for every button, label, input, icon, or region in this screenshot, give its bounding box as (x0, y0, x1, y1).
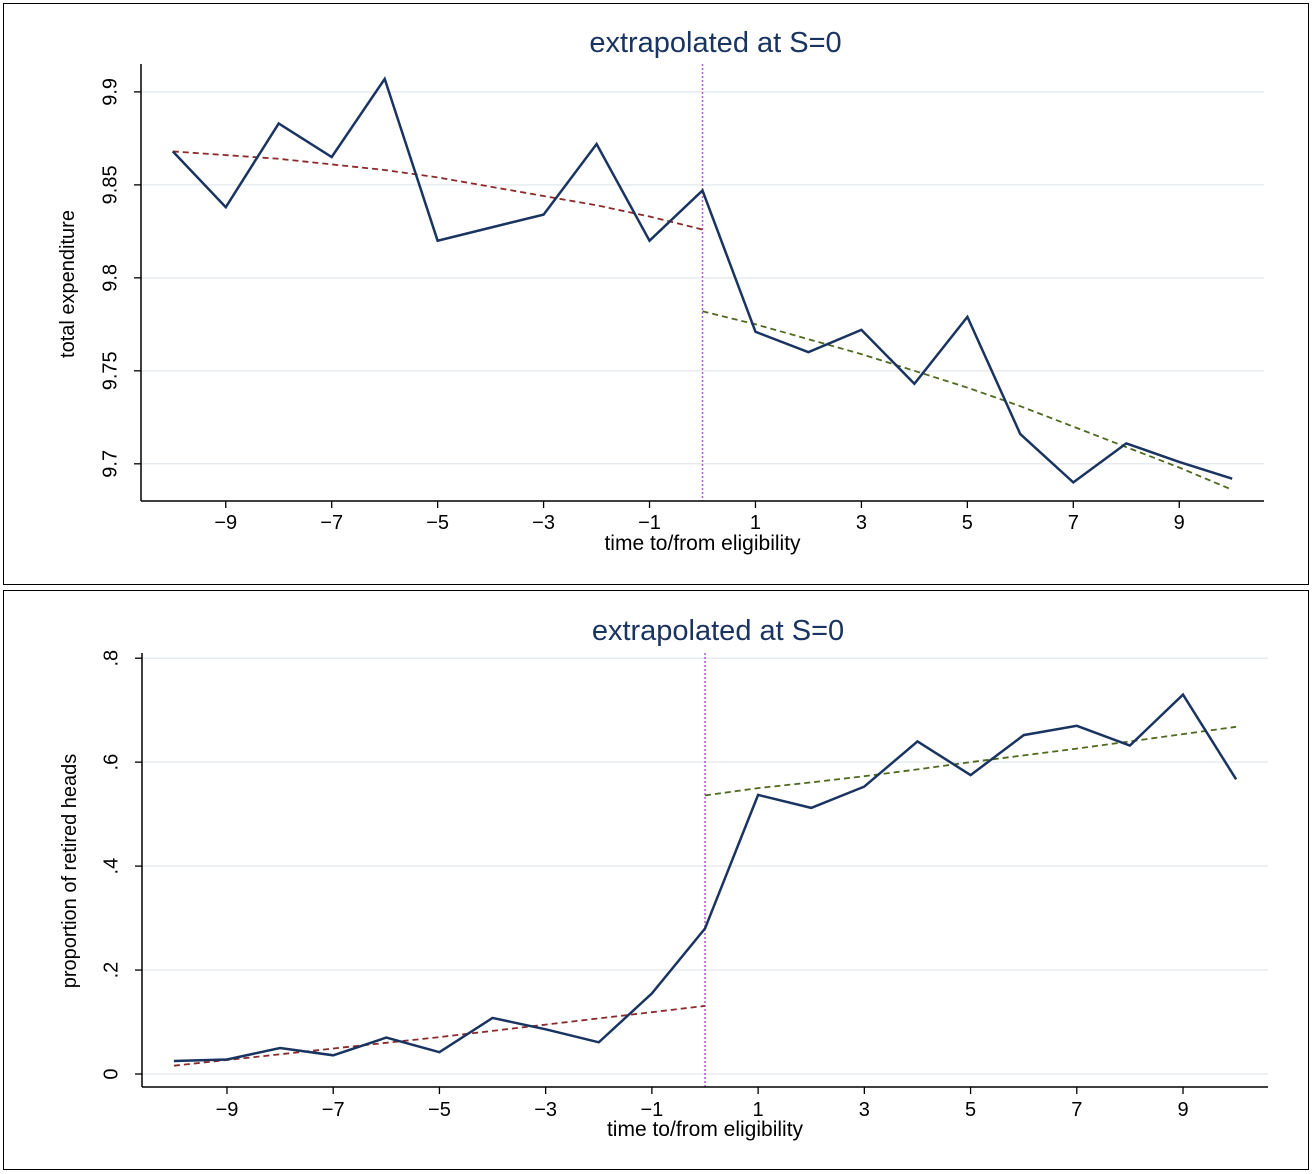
x-tick-label: −1 (638, 512, 661, 534)
series-lines (173, 692, 1238, 1067)
y-tick-label: .6 (100, 754, 122, 771)
chart-panel-top: −9 −7 −5 −3 −1 1 3 5 7 9 9.7 9.75 9.8 9.85 9.9 extrap… (3, 3, 1309, 585)
x-axis-label: time to/from eligibility (607, 1118, 804, 1141)
x-tick-label: 9 (1177, 1099, 1188, 1121)
x-tick-label: −9 (214, 512, 237, 534)
x-ticks: −9 −7 −5 −3 −1 1 3 5 7 9 (214, 501, 1185, 534)
y-axis-label: total expenditure (57, 210, 79, 358)
x-tick-label: 7 (1068, 512, 1079, 534)
x-ticks: −9 −7 −5 −3 −1 1 3 5 7 9 (216, 1087, 1189, 1121)
chart-panel-bottom: −9 −7 −5 −3 −1 1 3 5 7 9 0 .2 .4 .6 .8 extrapolated a… (3, 590, 1309, 1170)
series-line-fit-before (172, 150, 703, 231)
y-tick-label: .4 (100, 858, 122, 875)
chart-svg-top: −9 −7 −5 −3 −1 1 3 5 7 9 9.7 9.75 9.8 9.85 9.9 extrap… (57, 27, 1264, 555)
x-tick-label: 5 (962, 512, 973, 534)
x-axis-label: time to/from eligibility (604, 532, 801, 555)
series-lines (171, 76, 1233, 491)
x-tick-label: 3 (856, 512, 867, 534)
y-tick-label: .8 (100, 650, 122, 667)
y-tick-label: .2 (100, 962, 122, 979)
x-tick-label: −5 (426, 512, 449, 534)
y-axis-label: proportion of retired heads (59, 754, 81, 989)
y-tick-label: 9.75 (99, 351, 121, 390)
chart-title: extrapolated at S=0 (589, 27, 841, 59)
y-tick-label: 9.8 (99, 264, 121, 292)
y-ticks: 0 .2 .4 .6 .8 (100, 650, 142, 1080)
x-tick-label: 1 (753, 1099, 764, 1121)
x-tick-label: 7 (1071, 1099, 1082, 1121)
series-line-observed (171, 76, 1233, 485)
x-tick-label: 3 (859, 1099, 870, 1121)
x-tick-label: −5 (428, 1099, 451, 1121)
x-tick-label: −7 (322, 1099, 345, 1121)
x-tick-label: 9 (1174, 512, 1185, 534)
chart-title: extrapolated at S=0 (592, 615, 844, 647)
y-tick-label: 9.85 (99, 165, 121, 204)
y-ticks: 9.7 9.75 9.8 9.85 9.9 (99, 78, 141, 478)
x-tick-label: −9 (216, 1099, 239, 1121)
x-tick-label: −1 (640, 1099, 663, 1121)
series-line-fit-before (173, 1005, 706, 1067)
y-tick-label: 0 (100, 1068, 122, 1079)
x-tick-label: 1 (750, 512, 761, 534)
series-line-observed (173, 692, 1238, 1063)
x-tick-label: 5 (965, 1099, 976, 1121)
y-tick-label: 9.7 (99, 450, 121, 478)
y-tick-label: 9.9 (99, 78, 121, 106)
series-line-fit-after (702, 310, 1233, 491)
x-tick-label: −3 (534, 1099, 557, 1121)
x-tick-label: −3 (532, 512, 555, 534)
chart-svg-bottom: −9 −7 −5 −3 −1 1 3 5 7 9 0 .2 .4 .6 .8 extrapolated a… (59, 615, 1268, 1141)
x-tick-label: −7 (320, 512, 343, 534)
